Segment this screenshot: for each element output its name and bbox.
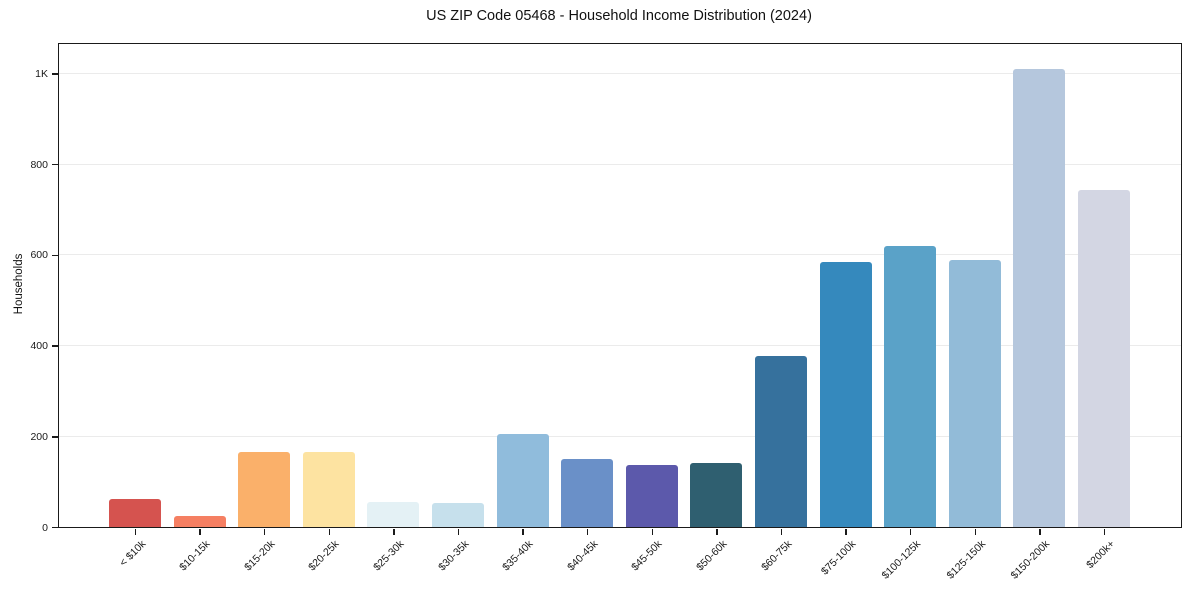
bar-100-125k	[884, 245, 937, 527]
bar-35-40k	[496, 434, 549, 527]
gridline-y-400	[59, 345, 1181, 347]
y-tick-mark-200	[52, 436, 58, 438]
x-tick-mark-0	[134, 529, 137, 535]
bar-60-75k	[755, 356, 807, 527]
y-tick-label-200: 200	[30, 430, 48, 443]
y-tick-mark-0	[52, 526, 58, 529]
x-tick-mark-11	[845, 529, 847, 535]
x-tick-label-15: $200k+	[1083, 538, 1117, 572]
x-tick-mark-10	[780, 529, 783, 535]
bar-25-30k	[367, 502, 420, 527]
x-tick-mark-7	[586, 529, 589, 535]
x-tick-mark-2	[263, 529, 266, 535]
bar-75-100k	[819, 261, 872, 527]
y-tick-mark-400	[52, 345, 58, 347]
x-tick-label-6: $35-40k	[500, 538, 536, 574]
plot-area	[58, 43, 1182, 528]
bar-15-20k	[238, 451, 291, 527]
x-tick-label-10: $60-75k	[758, 538, 794, 574]
x-tick-mark-14	[1039, 529, 1041, 535]
bar-20-25k	[302, 451, 355, 527]
x-tick-mark-5	[457, 529, 460, 535]
x-tick-label-8: $45-50k	[629, 538, 665, 574]
x-tick-label-14: $150-200k	[1008, 538, 1053, 582]
x-tick-label-11: $75-100k	[819, 538, 859, 578]
bar-10k	[109, 498, 161, 527]
y-tick-label-0: 0	[42, 521, 48, 534]
x-tick-label-4: $25-30k	[371, 538, 407, 574]
y-tick-label-1000: 1K	[35, 67, 48, 80]
y-tick-mark-600	[52, 254, 58, 257]
x-tick-mark-9	[716, 529, 718, 535]
x-tick-mark-15	[1103, 529, 1106, 535]
bar-10-15k	[173, 516, 226, 527]
bar-125-150k	[948, 260, 1001, 527]
x-tick-mark-13	[974, 529, 977, 535]
x-tick-mark-4	[393, 529, 395, 535]
gridline-y-600	[59, 254, 1181, 256]
gridline-y-200	[59, 435, 1181, 437]
x-tick-mark-8	[651, 529, 654, 535]
bar-200k+	[1078, 189, 1130, 527]
x-tick-label-12: $100-125k	[879, 538, 924, 582]
bar-50-60k	[690, 463, 743, 527]
x-tick-mark-1	[199, 529, 201, 535]
y-axis-label-text: Households	[13, 253, 25, 315]
y-tick-label-400: 400	[30, 340, 48, 353]
chart-title: US ZIP Code 05468 - Household Income Dis…	[426, 8, 812, 24]
y-tick-mark-1000	[52, 73, 58, 75]
gridline-y-800	[59, 163, 1181, 165]
gridline-y-1000	[59, 72, 1181, 74]
x-tick-label-3: $20-25k	[306, 538, 342, 574]
bar-45-50k	[625, 465, 678, 527]
bar-40-45k	[561, 458, 614, 527]
x-tick-label-13: $125-150k	[944, 538, 988, 582]
x-tick-mark-12	[909, 529, 912, 535]
x-tick-label-7: $40-45k	[564, 538, 601, 574]
x-tick-label-5: $30-35k	[435, 538, 471, 574]
x-tick-label-2: $15-20k	[241, 538, 278, 574]
y-tick-mark-800	[52, 163, 58, 166]
x-tick-label-0: < $10k	[116, 538, 148, 569]
bar-150-200k	[1013, 68, 1066, 527]
y-tick-label-600: 600	[30, 249, 48, 262]
y-tick-label-800: 800	[30, 158, 48, 171]
bar-30-35k	[432, 503, 484, 527]
x-tick-label-1: $10-15k	[177, 538, 213, 574]
x-tick-mark-3	[328, 529, 331, 535]
x-tick-mark-6	[522, 529, 524, 535]
x-tick-label-9: $50-60k	[694, 538, 730, 574]
